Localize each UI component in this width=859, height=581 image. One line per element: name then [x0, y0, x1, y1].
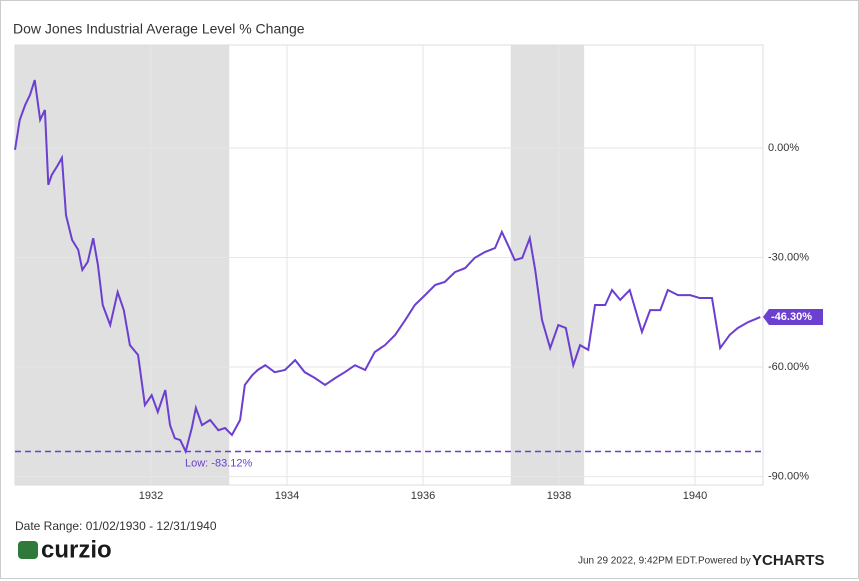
x-tick-label: 1938 — [547, 490, 571, 502]
brand: YCHARTS — [752, 552, 825, 569]
logo-icon — [18, 541, 38, 559]
y-tick-label: -60.00% — [768, 361, 809, 373]
timestamp: Jun 29 2022, 9:42PM EDT. — [578, 556, 698, 567]
plot-area: 0.00% -30.00% -60.00% -90.00% 1932 1934 1936 19… — [14, 44, 823, 502]
shaded-range — [510, 45, 585, 485]
y-tick-label: 0.00% — [768, 142, 799, 154]
x-tick-label: 1932 — [139, 490, 163, 502]
y-tick-label: -30.00% — [768, 251, 809, 263]
logo-text: curzio — [41, 536, 112, 563]
line-series — [14, 79, 761, 455]
y-tick-label: -90.00% — [768, 471, 809, 483]
shaded-range — [15, 45, 230, 485]
chart-title: Dow Jones Industrial Average Level % Cha… — [13, 21, 305, 37]
plot-border — [14, 44, 764, 486]
x-tick-label: 1936 — [411, 490, 435, 502]
date-range: Date Range: 01/02/1930 - 12/31/1940 — [15, 519, 217, 533]
low-label: Low: -83.12% — [185, 457, 252, 469]
powered-by: Powered by — [698, 556, 751, 567]
last-value-label: -46.30% — [771, 311, 812, 323]
x-tick-label: 1940 — [683, 490, 707, 502]
x-tick-label: 1934 — [275, 490, 299, 502]
last-value-tag — [763, 309, 823, 326]
logo: curzio — [18, 536, 112, 563]
